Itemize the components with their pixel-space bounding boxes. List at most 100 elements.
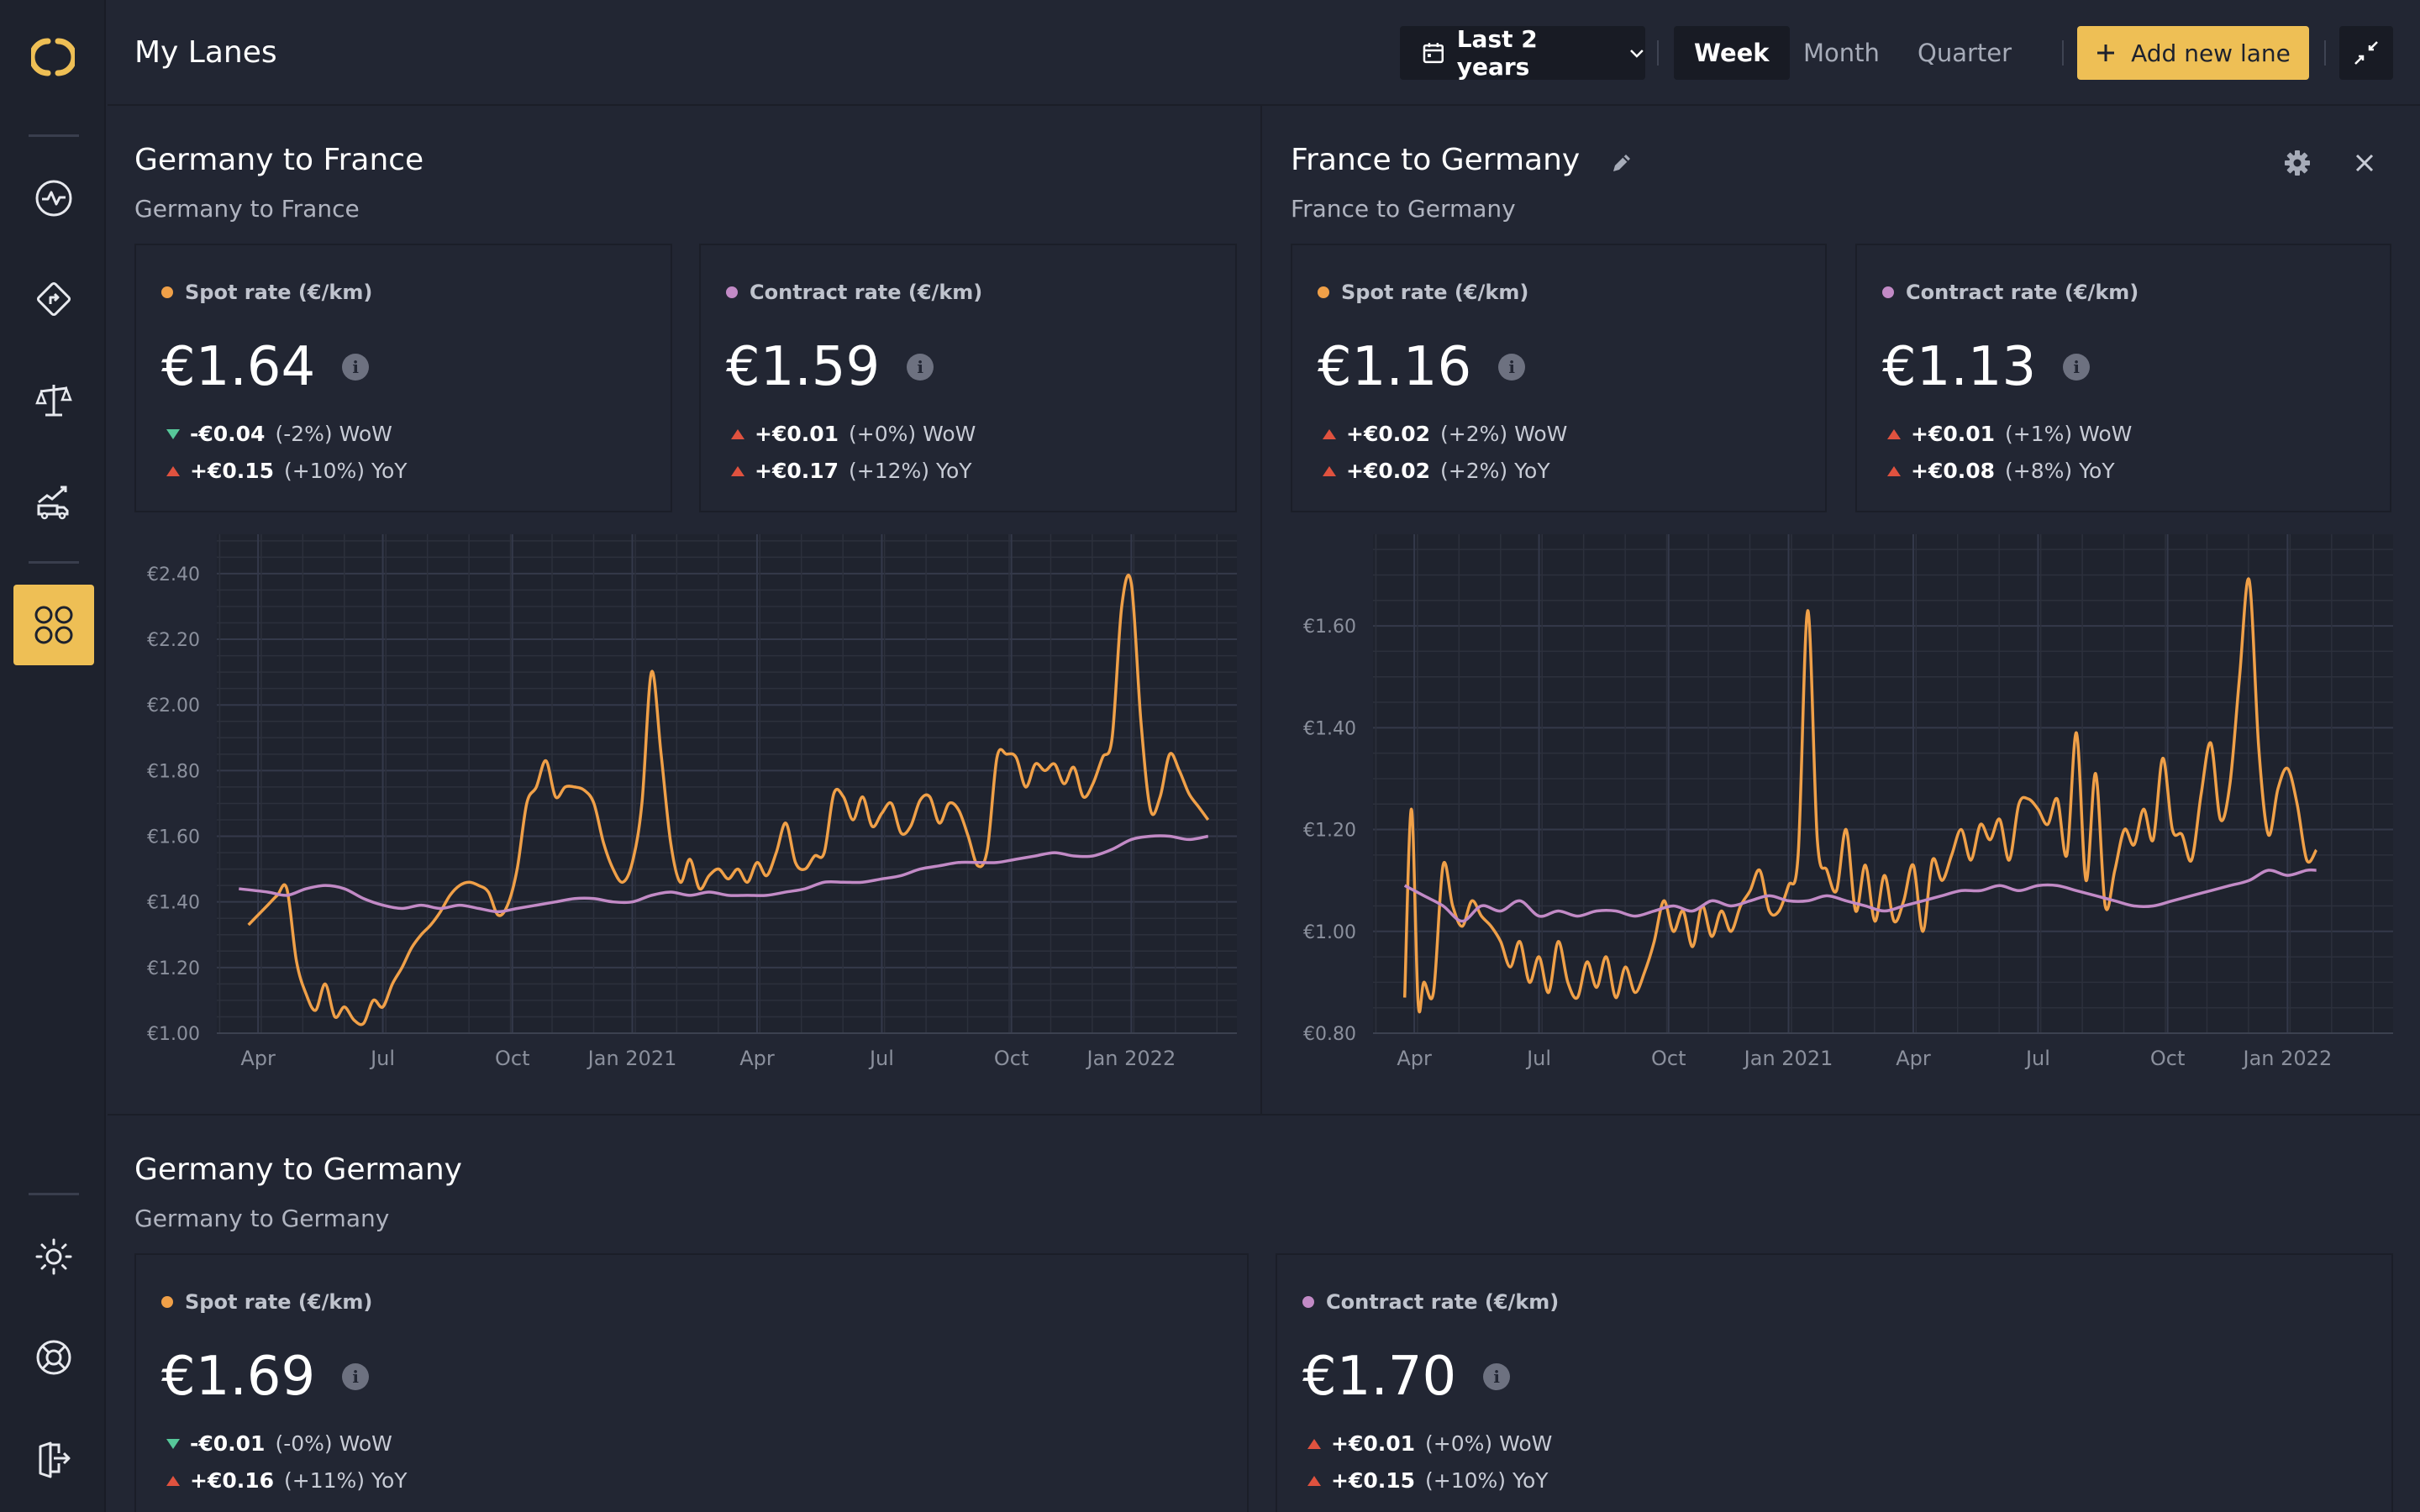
rate-value: €1.69 i bbox=[161, 1346, 370, 1408]
down-arrow-icon bbox=[166, 428, 180, 439]
sidebar-item-dashboard[interactable] bbox=[13, 585, 94, 665]
lane-divider bbox=[108, 1114, 2420, 1116]
add-lane-button[interactable]: Add new lane bbox=[2077, 26, 2309, 80]
rate-value: €1.59 i bbox=[726, 336, 934, 398]
yoy-delta: +€0.16 (+11%) YoY bbox=[166, 1468, 408, 1493]
card-label: Spot rate (€/km) bbox=[161, 1290, 372, 1314]
wow-delta: +€0.01 (+1%) WoW bbox=[1887, 422, 2132, 446]
card-label: Contract rate (€/km) bbox=[726, 281, 982, 304]
period-month-button[interactable]: Month bbox=[1803, 39, 1880, 67]
yoy-delta: +€0.17 (+12%) YoY bbox=[731, 459, 972, 483]
y-tick-label: €1.40 bbox=[147, 893, 200, 914]
wow-delta: -€0.04 (-2%) WoW bbox=[166, 422, 392, 446]
delta-amount: +€0.01 bbox=[1911, 422, 1996, 446]
wow-delta: +€0.02 (+2%) WoW bbox=[1323, 422, 1567, 446]
card-label-text: Contract rate (€/km) bbox=[1906, 281, 2139, 304]
rate-value-text: €1.59 bbox=[726, 336, 881, 398]
x-tick-label: Oct bbox=[1651, 1047, 1686, 1070]
delta-amount: +€0.02 bbox=[1346, 459, 1431, 483]
sidebar-item-help[interactable] bbox=[13, 1317, 94, 1398]
info-icon[interactable]: i bbox=[1483, 1363, 1511, 1390]
yoy-delta: +€0.02 (+2%) YoY bbox=[1323, 459, 1550, 483]
x-tick-label: Apr bbox=[739, 1047, 775, 1070]
page-title: My Lanes bbox=[134, 35, 277, 70]
date-range-label: Last 2 years bbox=[1456, 25, 1538, 81]
card-label-text: Spot rate (€/km) bbox=[185, 1290, 373, 1314]
sidebar-item-theme[interactable] bbox=[13, 1216, 94, 1297]
rate-value: €1.64 i bbox=[161, 336, 370, 398]
sidebar bbox=[0, 0, 106, 1512]
up-arrow-icon bbox=[166, 1475, 180, 1486]
y-tick-label: €1.60 bbox=[147, 827, 200, 848]
spot-rate-line bbox=[247, 574, 1210, 1026]
lane-subtitle: Germany to France bbox=[134, 195, 360, 223]
spot-dot-icon bbox=[161, 1296, 173, 1308]
x-tick-label: Apr bbox=[1896, 1047, 1931, 1070]
card-label: Spot rate (€/km) bbox=[161, 281, 372, 304]
sidebar-divider bbox=[29, 561, 79, 564]
card-label: Spot rate (€/km) bbox=[1318, 281, 1528, 304]
calendar-icon bbox=[1423, 43, 1444, 64]
delta-unit: WoW bbox=[923, 422, 976, 446]
info-icon[interactable]: i bbox=[1498, 354, 1526, 381]
info-icon[interactable]: i bbox=[907, 354, 934, 381]
sidebar-item-activity[interactable] bbox=[13, 158, 94, 239]
contract-rate-card: Contract rate (€/km) €1.59 i +€0.01 (+0%) … bbox=[699, 244, 1237, 512]
rate-value-text: €1.69 bbox=[161, 1346, 316, 1408]
up-arrow-icon bbox=[166, 465, 180, 476]
delta-amount: -€0.01 bbox=[190, 1431, 266, 1456]
lane-settings-button[interactable] bbox=[2279, 144, 2316, 181]
delta-amount: +€0.01 bbox=[755, 422, 839, 446]
period-week-button[interactable]: Week bbox=[1674, 26, 1790, 80]
delta-unit: YoY bbox=[2079, 459, 2115, 483]
delta-amount: +€0.15 bbox=[1331, 1468, 1416, 1493]
rate-chart[interactable]: €1.00 €1.20 €1.40 €1.60 €1.80 €2.00 €2.20 €2.40… bbox=[134, 534, 1237, 1072]
contract-rate-card: Contract rate (€/km) €1.13 i +€0.01 (+1%) … bbox=[1855, 244, 2391, 512]
info-icon[interactable]: i bbox=[2063, 354, 2091, 381]
sidebar-item-logout[interactable] bbox=[13, 1418, 94, 1499]
y-tick-label: €1.20 bbox=[147, 958, 200, 979]
close-lane-button[interactable] bbox=[2346, 144, 2383, 181]
rate-chart[interactable]: €0.80 €1.00 €1.20 €1.40 €1.60 Apr Jul Oct Jan 20… bbox=[1291, 534, 2393, 1072]
rate-value-text: €1.64 bbox=[161, 336, 316, 398]
sidebar-item-trends[interactable] bbox=[13, 460, 94, 541]
info-icon[interactable]: i bbox=[342, 354, 370, 381]
y-tick-label: €2.00 bbox=[147, 696, 200, 717]
contract-dot-icon bbox=[1302, 1296, 1314, 1308]
delta-amount: -€0.04 bbox=[190, 422, 266, 446]
rate-value: €1.13 i bbox=[1882, 336, 2091, 398]
logo[interactable] bbox=[29, 38, 77, 80]
x-tick-label: Jan 2021 bbox=[587, 1047, 677, 1070]
collapse-button[interactable] bbox=[2339, 26, 2393, 80]
x-tick-label: Oct bbox=[994, 1047, 1029, 1070]
plot-area bbox=[217, 534, 1237, 1033]
lane-title: Germany to Germany bbox=[134, 1152, 462, 1187]
spot-rate-card: Spot rate (€/km) €1.69 i -€0.01 (-0%) WoW … bbox=[134, 1253, 1249, 1512]
contract-rate-line bbox=[239, 834, 1209, 914]
y-tick-label: €0.80 bbox=[1303, 1024, 1356, 1045]
edit-lane-button[interactable] bbox=[1605, 146, 1639, 180]
period-quarter-button[interactable]: Quarter bbox=[1918, 39, 2012, 67]
lane-subtitle: Germany to Germany bbox=[134, 1205, 390, 1232]
x-tick-label: Oct bbox=[495, 1047, 530, 1070]
rate-value-text: €1.16 bbox=[1318, 336, 1472, 398]
sidebar-item-balance[interactable] bbox=[13, 360, 94, 440]
card-label-text: Contract rate (€/km) bbox=[1326, 1290, 1560, 1314]
x-tick-label: Jan 2022 bbox=[2242, 1047, 2333, 1070]
delta-pct: (+8%) bbox=[2005, 459, 2073, 483]
down-arrow-icon bbox=[166, 1438, 180, 1449]
delta-unit: YoY bbox=[936, 459, 972, 483]
rate-value: €1.70 i bbox=[1302, 1346, 1511, 1408]
delta-unit: WoW bbox=[339, 1431, 392, 1456]
plot-area bbox=[1373, 534, 2393, 1033]
delta-pct: (+12%) bbox=[849, 459, 930, 483]
logout-icon bbox=[39, 1441, 71, 1478]
card-label: Contract rate (€/km) bbox=[1302, 1290, 1559, 1314]
date-range-dropdown[interactable]: Last 2 years bbox=[1400, 25, 1645, 81]
contract-rate-card: Contract rate (€/km) €1.70 i +€0.01 (+0%) … bbox=[1276, 1253, 2393, 1512]
route-sign-icon bbox=[36, 281, 71, 317]
y-tick-label: €1.60 bbox=[1303, 617, 1356, 638]
sidebar-item-routes[interactable] bbox=[13, 259, 94, 339]
info-icon[interactable]: i bbox=[342, 1363, 370, 1390]
lane-subtitle: France to Germany bbox=[1291, 195, 1516, 223]
